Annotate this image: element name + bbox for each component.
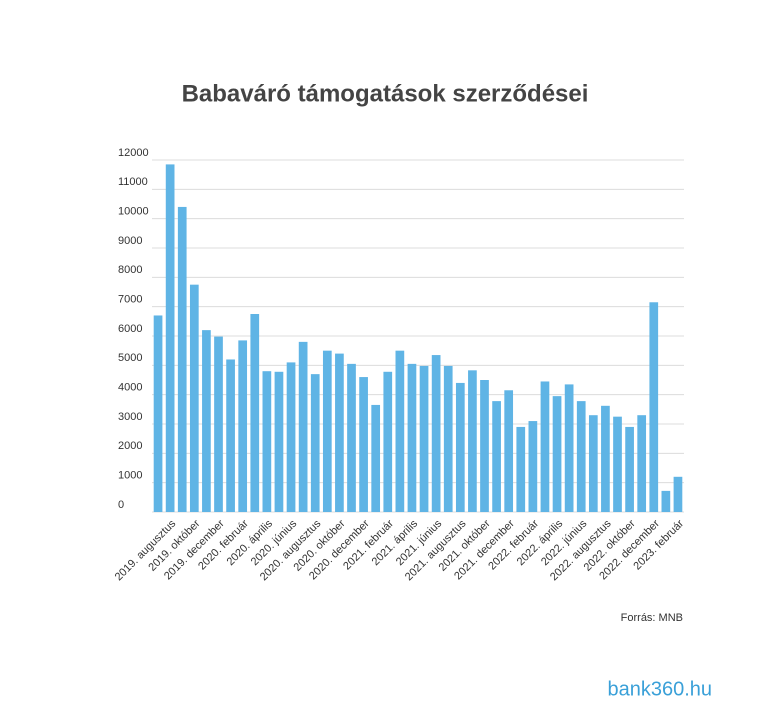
bar	[165, 164, 175, 512]
bar	[407, 363, 417, 512]
bar	[395, 350, 405, 512]
bar	[383, 371, 393, 512]
bar	[661, 490, 671, 512]
bar	[576, 401, 586, 512]
y-tick-label: 9000	[118, 235, 142, 247]
bar	[226, 359, 235, 512]
y-tick-label: 10000	[118, 206, 149, 218]
bar	[443, 365, 453, 512]
y-tick-label: 6000	[118, 323, 142, 335]
bar	[601, 405, 610, 512]
y-tick-label: 4000	[118, 382, 142, 394]
bar	[347, 363, 356, 512]
bar	[468, 370, 477, 512]
bar	[588, 415, 598, 512]
bar	[177, 206, 187, 512]
bar	[286, 362, 296, 512]
chart-title: Babaváró támogatások szerződései	[182, 80, 589, 107]
bar	[371, 404, 381, 512]
bar	[189, 284, 199, 512]
bar	[262, 371, 272, 512]
y-tick-label: 7000	[118, 294, 142, 306]
bar	[540, 381, 550, 512]
bar	[480, 380, 489, 512]
bar	[516, 426, 526, 512]
bar	[552, 396, 562, 512]
bar	[492, 401, 501, 512]
bar	[673, 476, 683, 512]
bar	[335, 353, 344, 512]
bar	[359, 377, 368, 512]
y-tick-label: 1000	[118, 470, 142, 482]
y-tick-label: 8000	[118, 264, 142, 276]
bar	[637, 415, 647, 512]
bar	[214, 336, 223, 512]
bar	[649, 302, 659, 512]
y-tick-label: 12000	[118, 147, 149, 159]
bar	[564, 384, 574, 512]
bar	[238, 340, 248, 512]
bar	[202, 330, 211, 512]
bar	[322, 350, 332, 512]
bar	[431, 355, 441, 512]
y-tick-label: 11000	[118, 176, 148, 188]
source: Forrás: MNB	[621, 612, 683, 624]
bar	[504, 390, 514, 512]
bar	[455, 382, 465, 512]
logo: bank360.hu	[607, 678, 712, 700]
bar	[419, 365, 429, 512]
y-tick-label: 5000	[118, 352, 142, 364]
bar	[274, 371, 284, 512]
bar	[625, 426, 634, 512]
y-tick-label: 3000	[118, 411, 142, 423]
bar	[310, 374, 320, 512]
bar	[528, 421, 538, 512]
bar	[153, 315, 163, 512]
bar	[613, 416, 622, 512]
y-tick-label: 0	[118, 499, 124, 511]
y-tick-label: 2000	[118, 440, 142, 452]
bar	[298, 341, 308, 512]
bar	[250, 314, 260, 512]
